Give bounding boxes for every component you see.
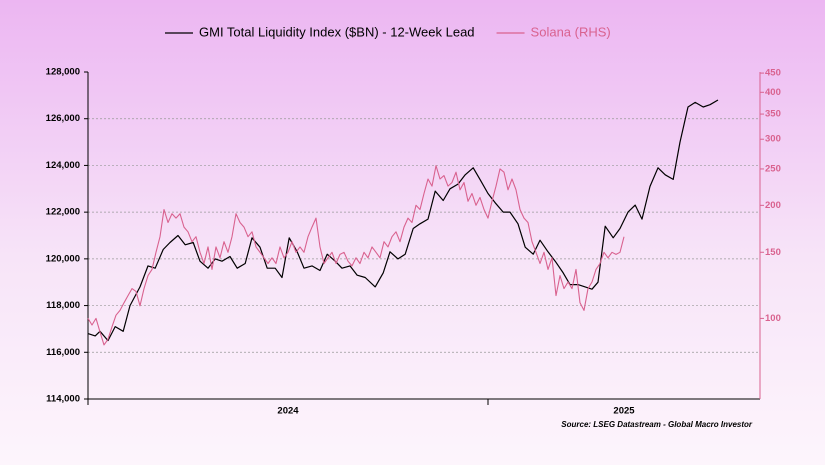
series-line <box>87 165 625 346</box>
source-note: Source: LSEG Datastream - Global Macro I… <box>561 420 753 429</box>
y2-tick-label: 250 <box>765 163 781 174</box>
y-tick-label: 120,000 <box>46 253 80 264</box>
x-tick-label: 2024 <box>277 406 299 417</box>
legend-label: Solana (RHS) <box>531 24 611 39</box>
y2-tick-label: 400 <box>765 87 781 98</box>
y-tick-label: 128,000 <box>46 67 80 78</box>
x-tick-label: 2025 <box>613 406 635 417</box>
y2-tick-label: 150 <box>765 247 781 258</box>
series-line <box>87 99 719 342</box>
y2-tick-label: 450 <box>765 68 781 79</box>
y2-tick-label: 350 <box>765 109 781 120</box>
y-tick-label: 116,000 <box>46 347 80 358</box>
y-tick-label: 124,000 <box>46 160 80 171</box>
y2-tick-label: 100 <box>765 313 781 324</box>
y-tick-label: 114,000 <box>46 394 80 405</box>
legend-label: GMI Total Liquidity Index ($BN) - 12-Wee… <box>199 24 475 39</box>
y-tick-label: 122,000 <box>46 207 80 218</box>
y-tick-label: 118,000 <box>46 300 80 311</box>
y2-tick-label: 300 <box>765 134 781 145</box>
y2-tick-label: 200 <box>765 200 781 211</box>
y-tick-label: 126,000 <box>46 113 80 124</box>
